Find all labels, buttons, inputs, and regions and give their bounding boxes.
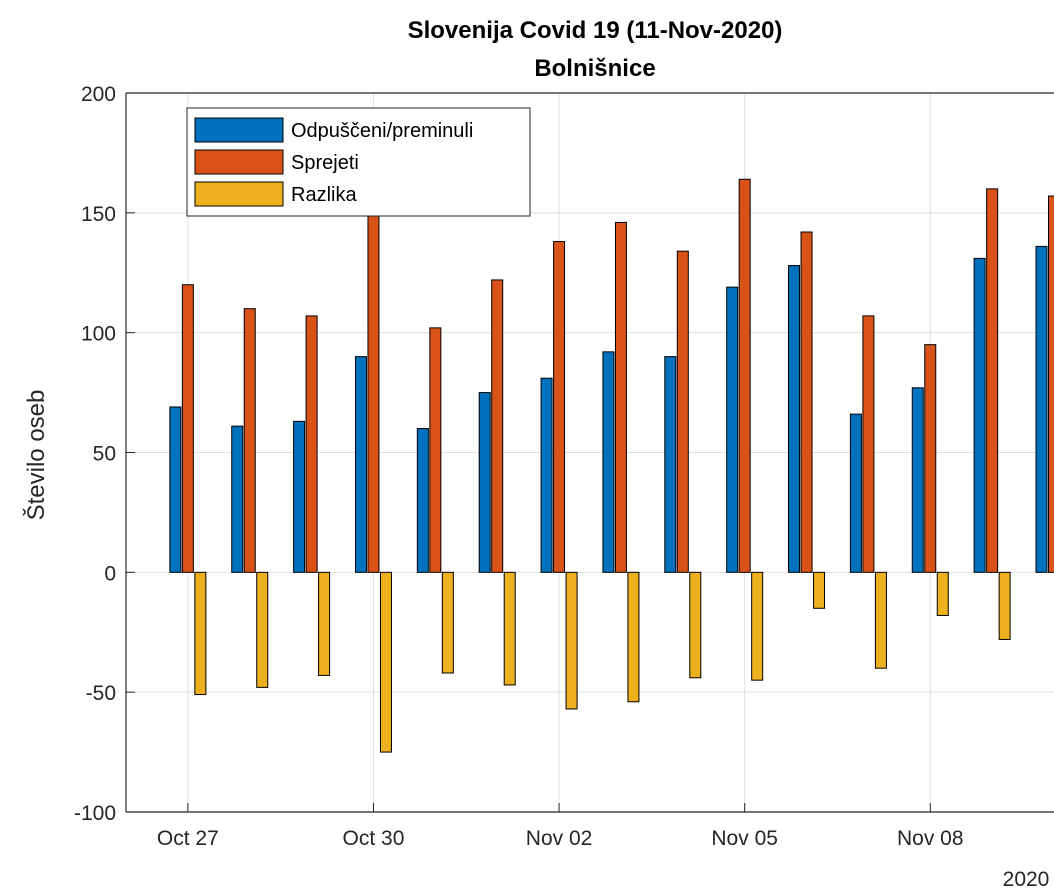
bar-sprejeti xyxy=(986,188,999,573)
bar-odpusceni xyxy=(788,265,801,573)
y-tick-label: -50 xyxy=(86,682,116,705)
legend-label: Razlika xyxy=(291,184,357,206)
bar-razlika xyxy=(689,571,702,679)
bar-razlika xyxy=(627,571,640,703)
bar-razlika xyxy=(751,571,764,681)
x-tick-label: Nov 08 xyxy=(897,827,964,850)
bar-razlika xyxy=(318,571,331,676)
y-axis-label: Število oseb xyxy=(22,390,50,521)
bar-sprejeti xyxy=(553,241,566,573)
bar-odpusceni xyxy=(602,351,615,573)
bar-sprejeti xyxy=(614,221,627,573)
y-tick-label: 0 xyxy=(104,562,116,585)
bar-razlika xyxy=(874,571,887,669)
bar-odpusceni xyxy=(973,257,986,573)
bar-sprejeti xyxy=(800,231,813,573)
bar-odpusceni xyxy=(911,387,924,573)
bar-razlika xyxy=(194,571,207,696)
bar-odpusceni xyxy=(416,428,429,573)
legend-swatch xyxy=(194,181,284,207)
chart-subtitle: Bolnišnice xyxy=(534,55,655,82)
bar-sprejeti xyxy=(862,315,875,573)
bar-razlika xyxy=(379,571,392,753)
bar-sprejeti xyxy=(738,178,751,573)
bar-odpusceni xyxy=(1035,245,1048,573)
bar-sprejeti xyxy=(924,344,937,573)
bar-sprejeti xyxy=(1048,195,1054,573)
bar-odpusceni xyxy=(354,356,367,573)
bar-sprejeti xyxy=(491,279,504,573)
bars xyxy=(169,178,1054,753)
bar-razlika xyxy=(936,571,949,616)
y-tick-label: -100 xyxy=(74,802,116,825)
y-tick-label: 150 xyxy=(81,203,116,226)
bar-sprejeti xyxy=(305,315,318,573)
bar-razlika xyxy=(813,571,826,609)
bar-odpusceni xyxy=(726,286,739,573)
legend-label: Odpuščeni/preminuli xyxy=(291,120,473,142)
bar-razlika xyxy=(565,571,578,710)
bar-razlika xyxy=(441,571,454,674)
x-axis-year-label: 2020 xyxy=(1003,868,1050,891)
legend-swatch xyxy=(194,149,284,175)
x-tick-label: Oct 27 xyxy=(157,827,219,850)
y-tick-label: 100 xyxy=(81,323,116,346)
bar-odpusceni xyxy=(849,413,862,573)
axes: -100 -50 0 50 100 150 200 Oct 27 Oct 30 Nov 02 Nov… xyxy=(74,83,1054,850)
x-tick-label: Nov 02 xyxy=(526,827,593,850)
bar-razlika xyxy=(998,571,1011,640)
bar-sprejeti xyxy=(367,212,380,573)
y-tick-label: 50 xyxy=(93,443,116,466)
y-tick-label: 200 xyxy=(81,83,116,106)
legend-label: Sprejeti xyxy=(291,152,359,174)
chart-title: Slovenija Covid 19 (11-Nov-2020) xyxy=(408,17,783,44)
bar-odpusceni xyxy=(664,356,677,573)
bar-odpusceni xyxy=(231,425,244,573)
x-tick-label: Nov 05 xyxy=(711,827,778,850)
legend: Odpuščeni/preminuli Sprejeti Razlika xyxy=(186,107,531,217)
bar-sprejeti xyxy=(676,250,689,573)
bar-odpusceni xyxy=(540,377,553,573)
bar-sprejeti xyxy=(429,327,442,573)
bar-razlika xyxy=(503,571,516,686)
bar-odpusceni xyxy=(169,406,182,573)
x-tick-label: Oct 30 xyxy=(343,827,405,850)
legend-swatch xyxy=(194,117,284,143)
bar-odpusceni xyxy=(293,420,306,573)
bar-odpusceni xyxy=(478,392,491,573)
bar-sprejeti xyxy=(181,284,194,573)
bar-razlika xyxy=(256,571,269,688)
bar-sprejeti xyxy=(243,308,256,573)
